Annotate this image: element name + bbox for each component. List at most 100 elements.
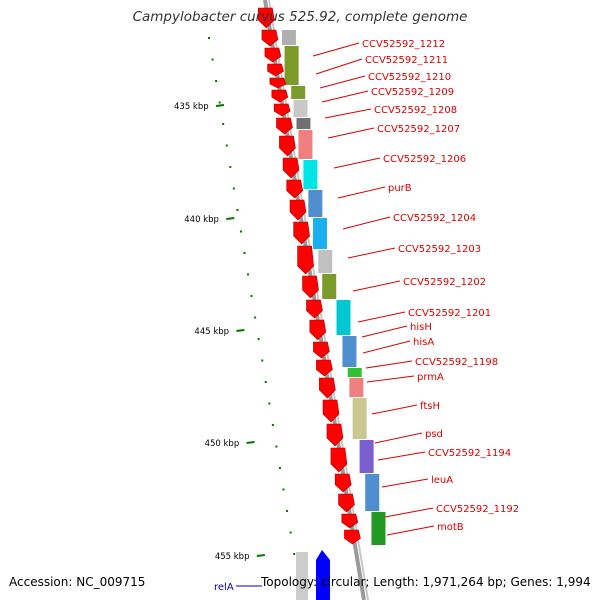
kbp-label: 455 kbp [215, 552, 250, 562]
map-title: Campylobacter curvus 525.92, complete ge… [132, 9, 468, 25]
gene-label: leuA [431, 475, 453, 486]
forward-gene-arrow [279, 135, 296, 157]
label-connector [374, 432, 423, 444]
label-connector [347, 247, 396, 259]
cog-box [312, 218, 327, 249]
gene-label: CCV52592_1202 [403, 277, 486, 288]
forward-gene-arrow [306, 299, 323, 319]
gene-label: CCV52592_1212 [362, 39, 445, 50]
forward-gene-arrow [297, 245, 314, 275]
cog-box [359, 440, 374, 473]
gene-label: CCV52592_1201 [408, 308, 491, 319]
forward-gene-arrow [282, 157, 300, 179]
gene-label: hisA [413, 337, 434, 348]
gene-label: psd [425, 429, 443, 440]
cog-box [347, 368, 362, 377]
gene-label: CCV52592_1211 [365, 55, 448, 66]
cog-box [365, 474, 380, 511]
forward-gene-arrow [302, 275, 319, 299]
forward-gene-arrow [319, 377, 336, 399]
gene-label: CCV52592_1209 [371, 87, 454, 98]
cog-box [342, 336, 357, 367]
label-connector [324, 108, 372, 119]
cog-box [318, 250, 333, 273]
major-tick [215, 104, 225, 107]
label-lines [236, 42, 435, 587]
kbp-label: 445 kbp [194, 327, 229, 337]
gene-label: CCV52592_1203 [398, 244, 481, 255]
major-tick [226, 217, 235, 220]
major-tick [246, 441, 255, 444]
gene-label: CCV52592_1208 [374, 105, 457, 116]
major-tick [236, 329, 245, 332]
label-connector [365, 360, 413, 369]
label-connector [352, 280, 401, 292]
gene-label: CCV52592_1210 [368, 72, 451, 83]
gene-arrows [258, 7, 361, 600]
cog-box [293, 100, 308, 117]
label-connector [371, 404, 418, 415]
forward-gene-arrow [273, 103, 291, 117]
forward-gene-arrow [271, 89, 289, 103]
forward-gene-arrow [289, 199, 307, 221]
label-connector [377, 451, 426, 461]
gene-label: CCV52592_1207 [377, 124, 460, 135]
forward-gene-arrow [258, 7, 275, 29]
forward-gene-arrow [269, 77, 287, 89]
gene-label: CCV52592_1192 [436, 504, 519, 515]
scale-ticks [208, 37, 296, 555]
forward-gene-arrow [344, 529, 361, 545]
label-connector [357, 311, 406, 323]
cog-box [322, 274, 337, 299]
kbp-labels: 435 kbp 440 kbp 445 kbp 450 kbp 455 kbp [174, 102, 265, 562]
label-connector [319, 75, 366, 89]
major-tick [256, 554, 265, 557]
forward-gene-arrow [313, 341, 330, 359]
cog-box [291, 86, 306, 99]
forward-gene-arrow [341, 513, 359, 529]
cog-box [296, 118, 311, 129]
gene-label: CCV52592_1194 [428, 448, 511, 459]
genome-summary: Topology: circular; Length: 1,971,264 bp… [261, 575, 591, 589]
cog-box [308, 190, 323, 217]
cog-box [336, 300, 351, 335]
forward-gene-arrow [261, 29, 279, 47]
label-connector [312, 42, 360, 57]
label-connector [381, 478, 429, 488]
forward-gene-arrow [338, 493, 355, 513]
label-connector [337, 186, 386, 199]
cog-box [371, 512, 386, 545]
gene-label: hisH [410, 322, 432, 333]
label-connector [333, 157, 381, 169]
cog-box [303, 160, 318, 189]
forward-gene-arrow [286, 179, 304, 199]
kbp-label: 435 kbp [174, 102, 209, 112]
forward-gene-arrow [264, 47, 282, 63]
forward-gene-arrow [309, 319, 327, 341]
forward-gene-arrow [293, 221, 310, 245]
reverse-gene-box [296, 552, 308, 600]
forward-gene-arrow [334, 473, 352, 493]
kbp-label: 450 kbp [205, 439, 240, 449]
gene-label: motB [437, 522, 464, 533]
cog-box [349, 378, 364, 397]
forward-gene-arrow [276, 117, 293, 135]
label-connector [366, 375, 415, 383]
forward-gene-arrow [267, 63, 284, 77]
forward-gene-arrow [316, 359, 333, 377]
label-connector [321, 90, 369, 103]
label-connector [327, 127, 375, 139]
forward-gene-arrow [322, 399, 340, 423]
label-connector [342, 216, 391, 230]
gene-label: CCV52592_1204 [393, 213, 476, 224]
label-connector [384, 507, 434, 518]
cog-box [298, 130, 313, 159]
forward-gene-arrow [330, 447, 348, 473]
gene-label: CCV52592_1206 [383, 154, 466, 165]
label-connector [386, 525, 435, 536]
accession-text: Accession: NC_009715 [9, 575, 146, 589]
cog-track [281, 30, 386, 545]
gene-label: purB [388, 183, 412, 194]
gene-label: relA [214, 582, 234, 593]
gene-label: prmA [417, 372, 444, 383]
